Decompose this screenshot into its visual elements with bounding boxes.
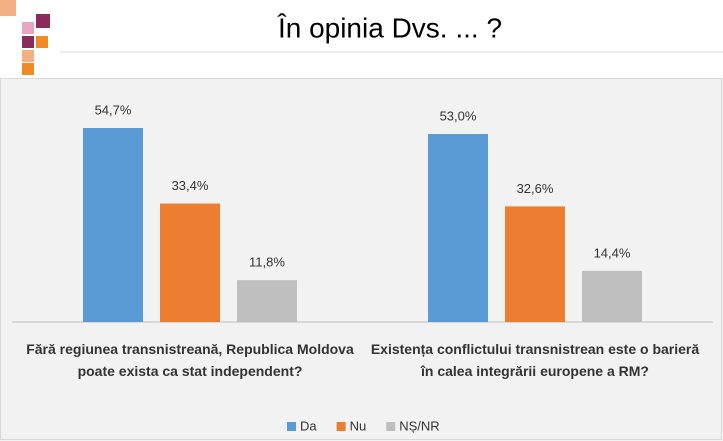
decor bbox=[22, 36, 34, 48]
data-label: 54,7% bbox=[95, 102, 132, 117]
legend-swatch bbox=[336, 422, 346, 431]
decor bbox=[0, 0, 16, 16]
data-label: 32,6% bbox=[517, 181, 554, 196]
decor bbox=[36, 36, 48, 48]
decor bbox=[36, 14, 50, 28]
bar bbox=[505, 206, 565, 322]
data-label: 11,8% bbox=[249, 255, 285, 270]
bar bbox=[83, 128, 143, 322]
bar bbox=[237, 280, 297, 322]
legend-label: Nu bbox=[350, 418, 367, 433]
decor bbox=[22, 63, 34, 75]
plot-border bbox=[0, 78, 722, 440]
bar bbox=[428, 134, 488, 322]
legend-label: Da bbox=[300, 418, 317, 433]
data-label: 33,4% bbox=[172, 178, 209, 193]
data-label: 53,0% bbox=[440, 108, 477, 123]
category-label: Existența conflictului transnistrean est… bbox=[370, 341, 700, 379]
decor bbox=[22, 50, 34, 62]
legend-label: NȘ/NR bbox=[399, 418, 439, 433]
category-label: Fără regiunea transnistreană, Republica … bbox=[26, 341, 354, 379]
data-label: 14,4% bbox=[594, 245, 631, 260]
bar bbox=[160, 203, 220, 322]
bar bbox=[582, 270, 642, 322]
decor bbox=[22, 22, 34, 34]
legend-swatch bbox=[386, 422, 396, 431]
chart-title: În opinia Dvs. ... ? bbox=[277, 12, 502, 43]
legend-swatch bbox=[287, 422, 296, 431]
